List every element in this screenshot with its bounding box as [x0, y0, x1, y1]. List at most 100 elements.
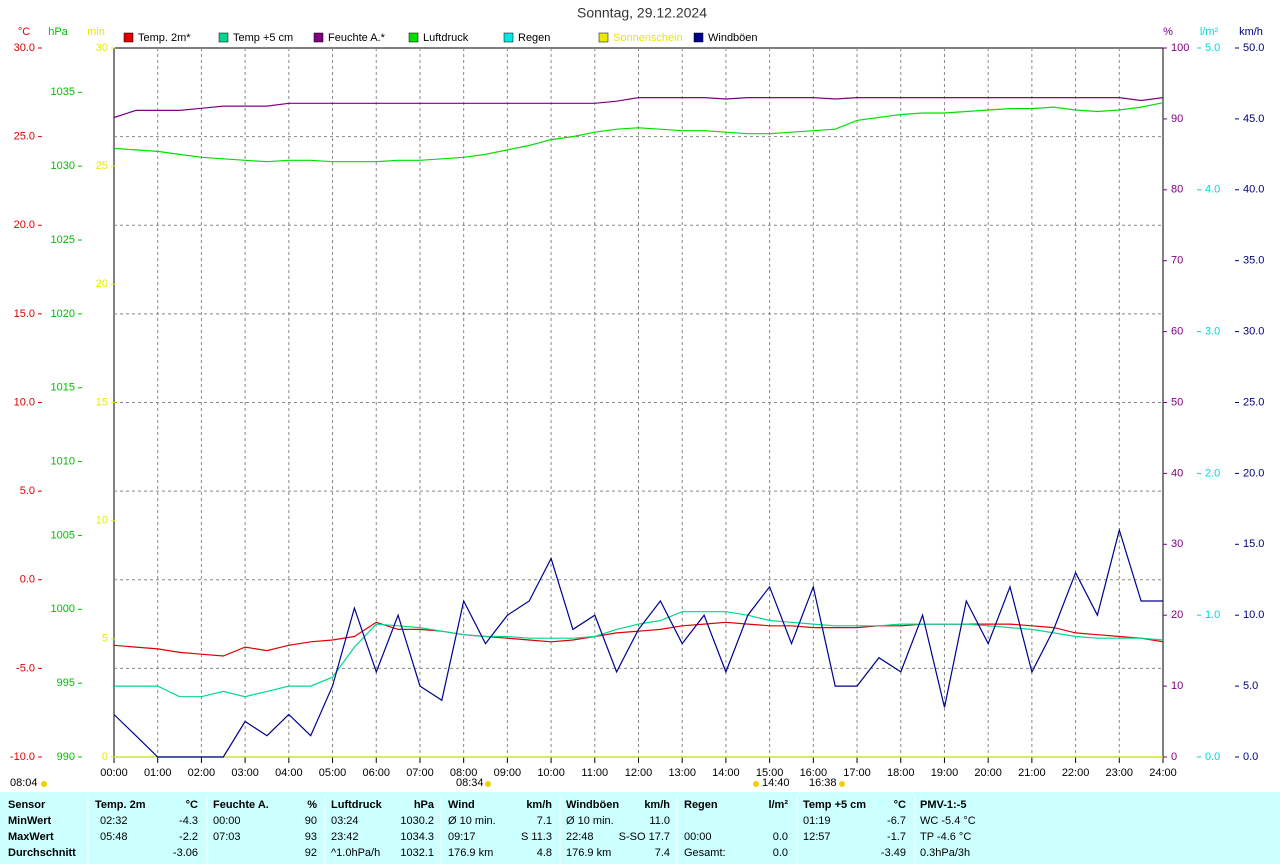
y-tick-label: 15.0 — [1243, 538, 1264, 550]
table-header: Temp. 2m — [95, 799, 146, 811]
x-tick-label: 04:00 — [275, 767, 303, 779]
table-cell: Gesamt: — [684, 847, 726, 859]
x-tick-label: 10:00 — [537, 767, 565, 779]
y-tick-label: 0.0 — [20, 574, 35, 586]
y-tick-label: 1030 — [51, 160, 75, 172]
y-tick-label: 20 — [1171, 609, 1183, 621]
x-tick-label: 03:00 — [231, 767, 259, 779]
y-tick-label: 40 — [1171, 467, 1183, 479]
y-tick-label: 1025 — [51, 234, 75, 246]
y-tick-label: 70 — [1171, 255, 1183, 267]
y-tick-label: -10.0 — [10, 751, 35, 763]
y-tick-label: 25.0 — [1243, 396, 1264, 408]
y-tick-label: 10 — [96, 515, 108, 527]
table-cell: 1032.1 — [400, 847, 434, 859]
y-tick-label: 20.0 — [14, 219, 35, 231]
axis-unit: °C — [18, 26, 30, 38]
legend-label: Feuchte A.* — [328, 32, 386, 44]
y-tick-label: 25 — [96, 160, 108, 172]
x-tick-label: 00:00 — [100, 767, 128, 779]
table-cell: 02:32 — [100, 815, 128, 827]
table-header: km/h — [526, 799, 552, 811]
y-tick-label: 1015 — [51, 382, 75, 394]
y-tick-label: 5.0 — [1205, 42, 1220, 54]
table-cell: MinWert — [8, 815, 52, 827]
table-cell: 22:48 — [566, 831, 594, 843]
legend-swatch — [598, 32, 609, 43]
sun-icon — [485, 781, 491, 787]
y-tick-label: 0 — [102, 751, 108, 763]
table-cell: 0.0 — [773, 847, 788, 859]
y-tick-label: 20 — [96, 278, 108, 290]
y-tick-label: 1020 — [51, 308, 75, 320]
table-cell: WC -5.4 °C — [920, 815, 976, 827]
table-cell: 23:42 — [331, 831, 359, 843]
table-cell: -6.7 — [887, 815, 906, 827]
table-header: % — [307, 799, 317, 811]
x-tick-label: 17:00 — [843, 767, 871, 779]
sun-icon — [41, 781, 47, 787]
legend-swatch — [313, 32, 324, 43]
x-tick-label: 18:00 — [887, 767, 915, 779]
legend-label: Windböen — [708, 32, 758, 44]
table-cell: 176.9 km — [448, 847, 493, 859]
table-cell: TP -4.6 °C — [920, 831, 971, 843]
table-background — [0, 792, 1280, 864]
table-cell: -3.49 — [881, 847, 906, 859]
sun-icon — [839, 781, 845, 787]
table-cell: 1030.2 — [400, 815, 434, 827]
table-cell: 05:48 — [100, 831, 128, 843]
annotation: 08:04 — [10, 777, 38, 789]
y-tick-label: 1035 — [51, 86, 75, 98]
y-tick-label: 35.0 — [1243, 255, 1264, 267]
table-cell: 09:17 — [448, 831, 476, 843]
sun-icon — [753, 781, 759, 787]
x-tick-label: 21:00 — [1018, 767, 1046, 779]
axis-unit: % — [1163, 26, 1173, 38]
annotation: 16:38 — [809, 777, 837, 789]
y-tick-label: 1.0 — [1205, 609, 1220, 621]
y-tick-label: 4.0 — [1205, 184, 1220, 196]
x-tick-label: 11:00 — [581, 767, 608, 779]
table-header: l/m² — [768, 799, 788, 811]
legend-label: Temp +5 cm — [233, 32, 293, 44]
y-tick-label: 40.0 — [1243, 184, 1264, 196]
table-cell: 0.0 — [773, 831, 788, 843]
table-header: hPa — [414, 799, 435, 811]
axis-unit: hPa — [48, 26, 68, 38]
table-cell: 4.8 — [537, 847, 552, 859]
y-tick-label: 100 — [1171, 42, 1189, 54]
y-tick-label: 5 — [102, 633, 108, 645]
x-tick-label: 22:00 — [1062, 767, 1090, 779]
y-tick-label: 2.0 — [1205, 467, 1220, 479]
table-cell: 176.9 km — [566, 847, 611, 859]
y-tick-label: 1000 — [51, 603, 75, 615]
x-tick-label: 08:00 — [450, 767, 478, 779]
table-cell: 11.0 — [649, 815, 670, 827]
y-tick-label: 0 — [1171, 751, 1177, 763]
table-header: Windböen — [566, 799, 619, 811]
y-tick-label: 990 — [57, 751, 75, 763]
table-cell: MaxWert — [8, 831, 54, 843]
series-line — [113, 102, 1164, 163]
y-tick-label: 30 — [96, 42, 108, 54]
y-tick-label: 25.0 — [14, 131, 35, 143]
x-tick-label: 23:00 — [1106, 767, 1134, 779]
table-cell: ^1.0hPa/h — [331, 847, 380, 859]
y-tick-label: 20.0 — [1243, 467, 1264, 479]
y-tick-label: 90 — [1171, 113, 1183, 125]
x-tick-label: 13:00 — [668, 767, 696, 779]
legend-label: Luftdruck — [423, 32, 469, 44]
axis-unit: l/m² — [1200, 26, 1219, 38]
table-header: Temp +5 cm — [803, 799, 866, 811]
axis-unit: min — [87, 26, 105, 38]
table-cell: 0.3hPa/3h — [920, 847, 970, 859]
series-line — [113, 621, 1164, 657]
table-header: Luftdruck — [331, 799, 383, 811]
x-tick-label: 24:00 — [1149, 767, 1177, 779]
series-line — [113, 527, 1163, 758]
y-tick-label: 1005 — [51, 529, 75, 541]
table-cell: -1.7 — [887, 831, 906, 843]
table-header: Feuchte A. — [213, 799, 269, 811]
y-tick-label: 45.0 — [1243, 113, 1264, 125]
